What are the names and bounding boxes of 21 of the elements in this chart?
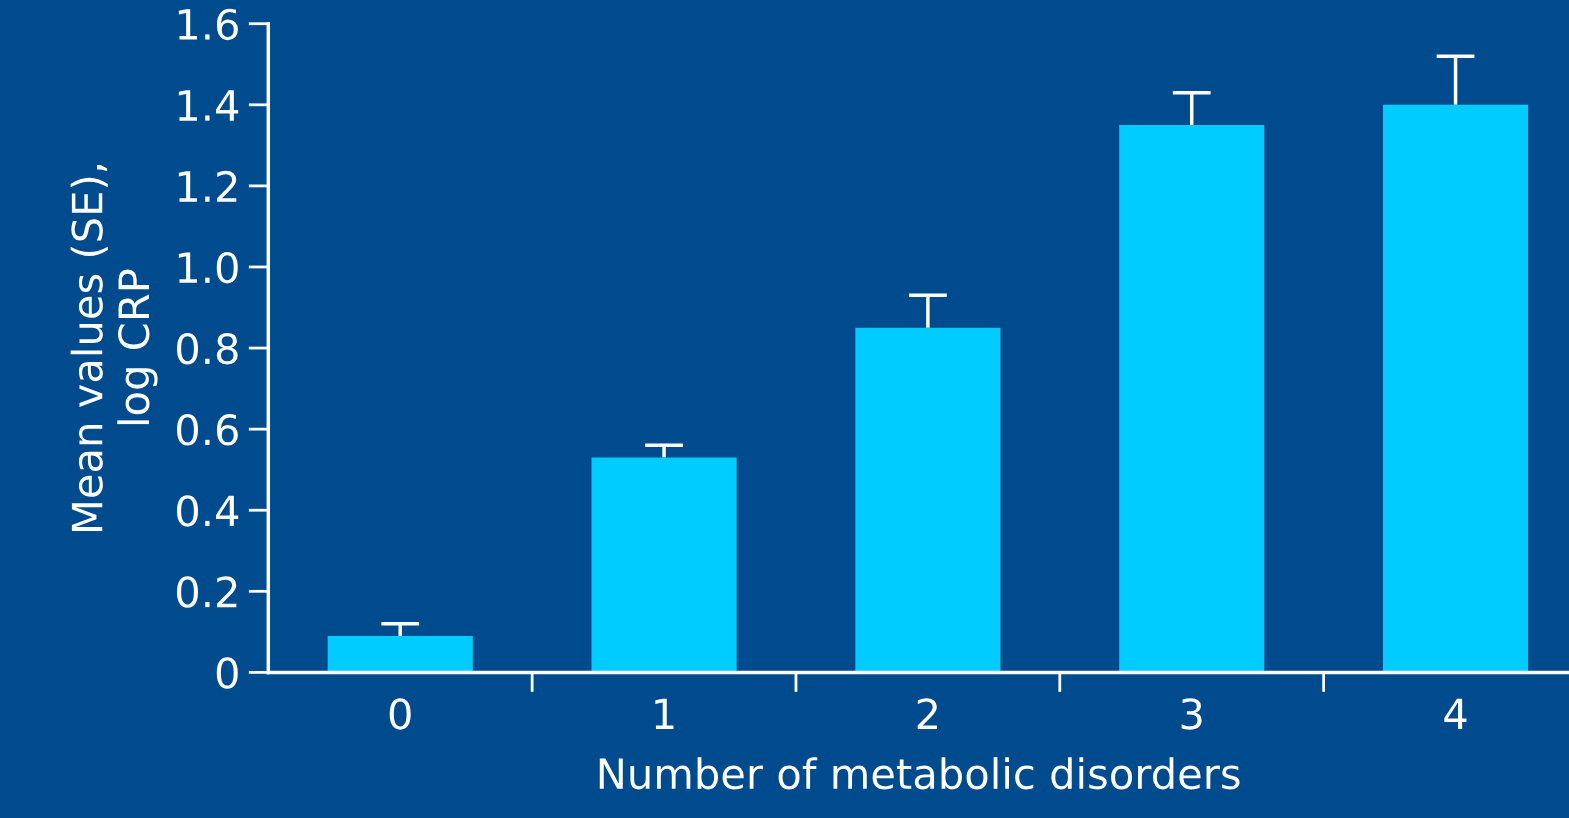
y-tick-label: 1.4 (178, 90, 239, 121)
bar (1383, 104, 1529, 673)
x-tick-label: 2 (917, 698, 937, 730)
x-tick-label: 0 (389, 698, 411, 730)
y-tick-label: 1.6 (178, 8, 238, 41)
x-axis-title: Number of metabolic disorders (599, 757, 1240, 790)
x-tick-label: 4 (1444, 698, 1467, 730)
bar (591, 457, 737, 673)
x-tick-label: 1 (655, 698, 674, 730)
y-tick-label: 0.8 (177, 332, 238, 365)
y-tick-label: 1.2 (178, 170, 237, 202)
y-tick-label: 0.2 (177, 576, 237, 608)
y-axis-title: Mean values (SE), log CRP (70, 165, 158, 531)
bar (855, 327, 1001, 673)
y-tick-label: 1.0 (178, 251, 238, 284)
bar (1119, 125, 1265, 673)
y-tick-label: 0 (216, 657, 238, 689)
y-tick-label: 0.4 (177, 495, 239, 527)
y-tick-label: 0.6 (177, 414, 238, 446)
bar (327, 635, 473, 673)
x-tick-label: 3 (1181, 698, 1202, 730)
